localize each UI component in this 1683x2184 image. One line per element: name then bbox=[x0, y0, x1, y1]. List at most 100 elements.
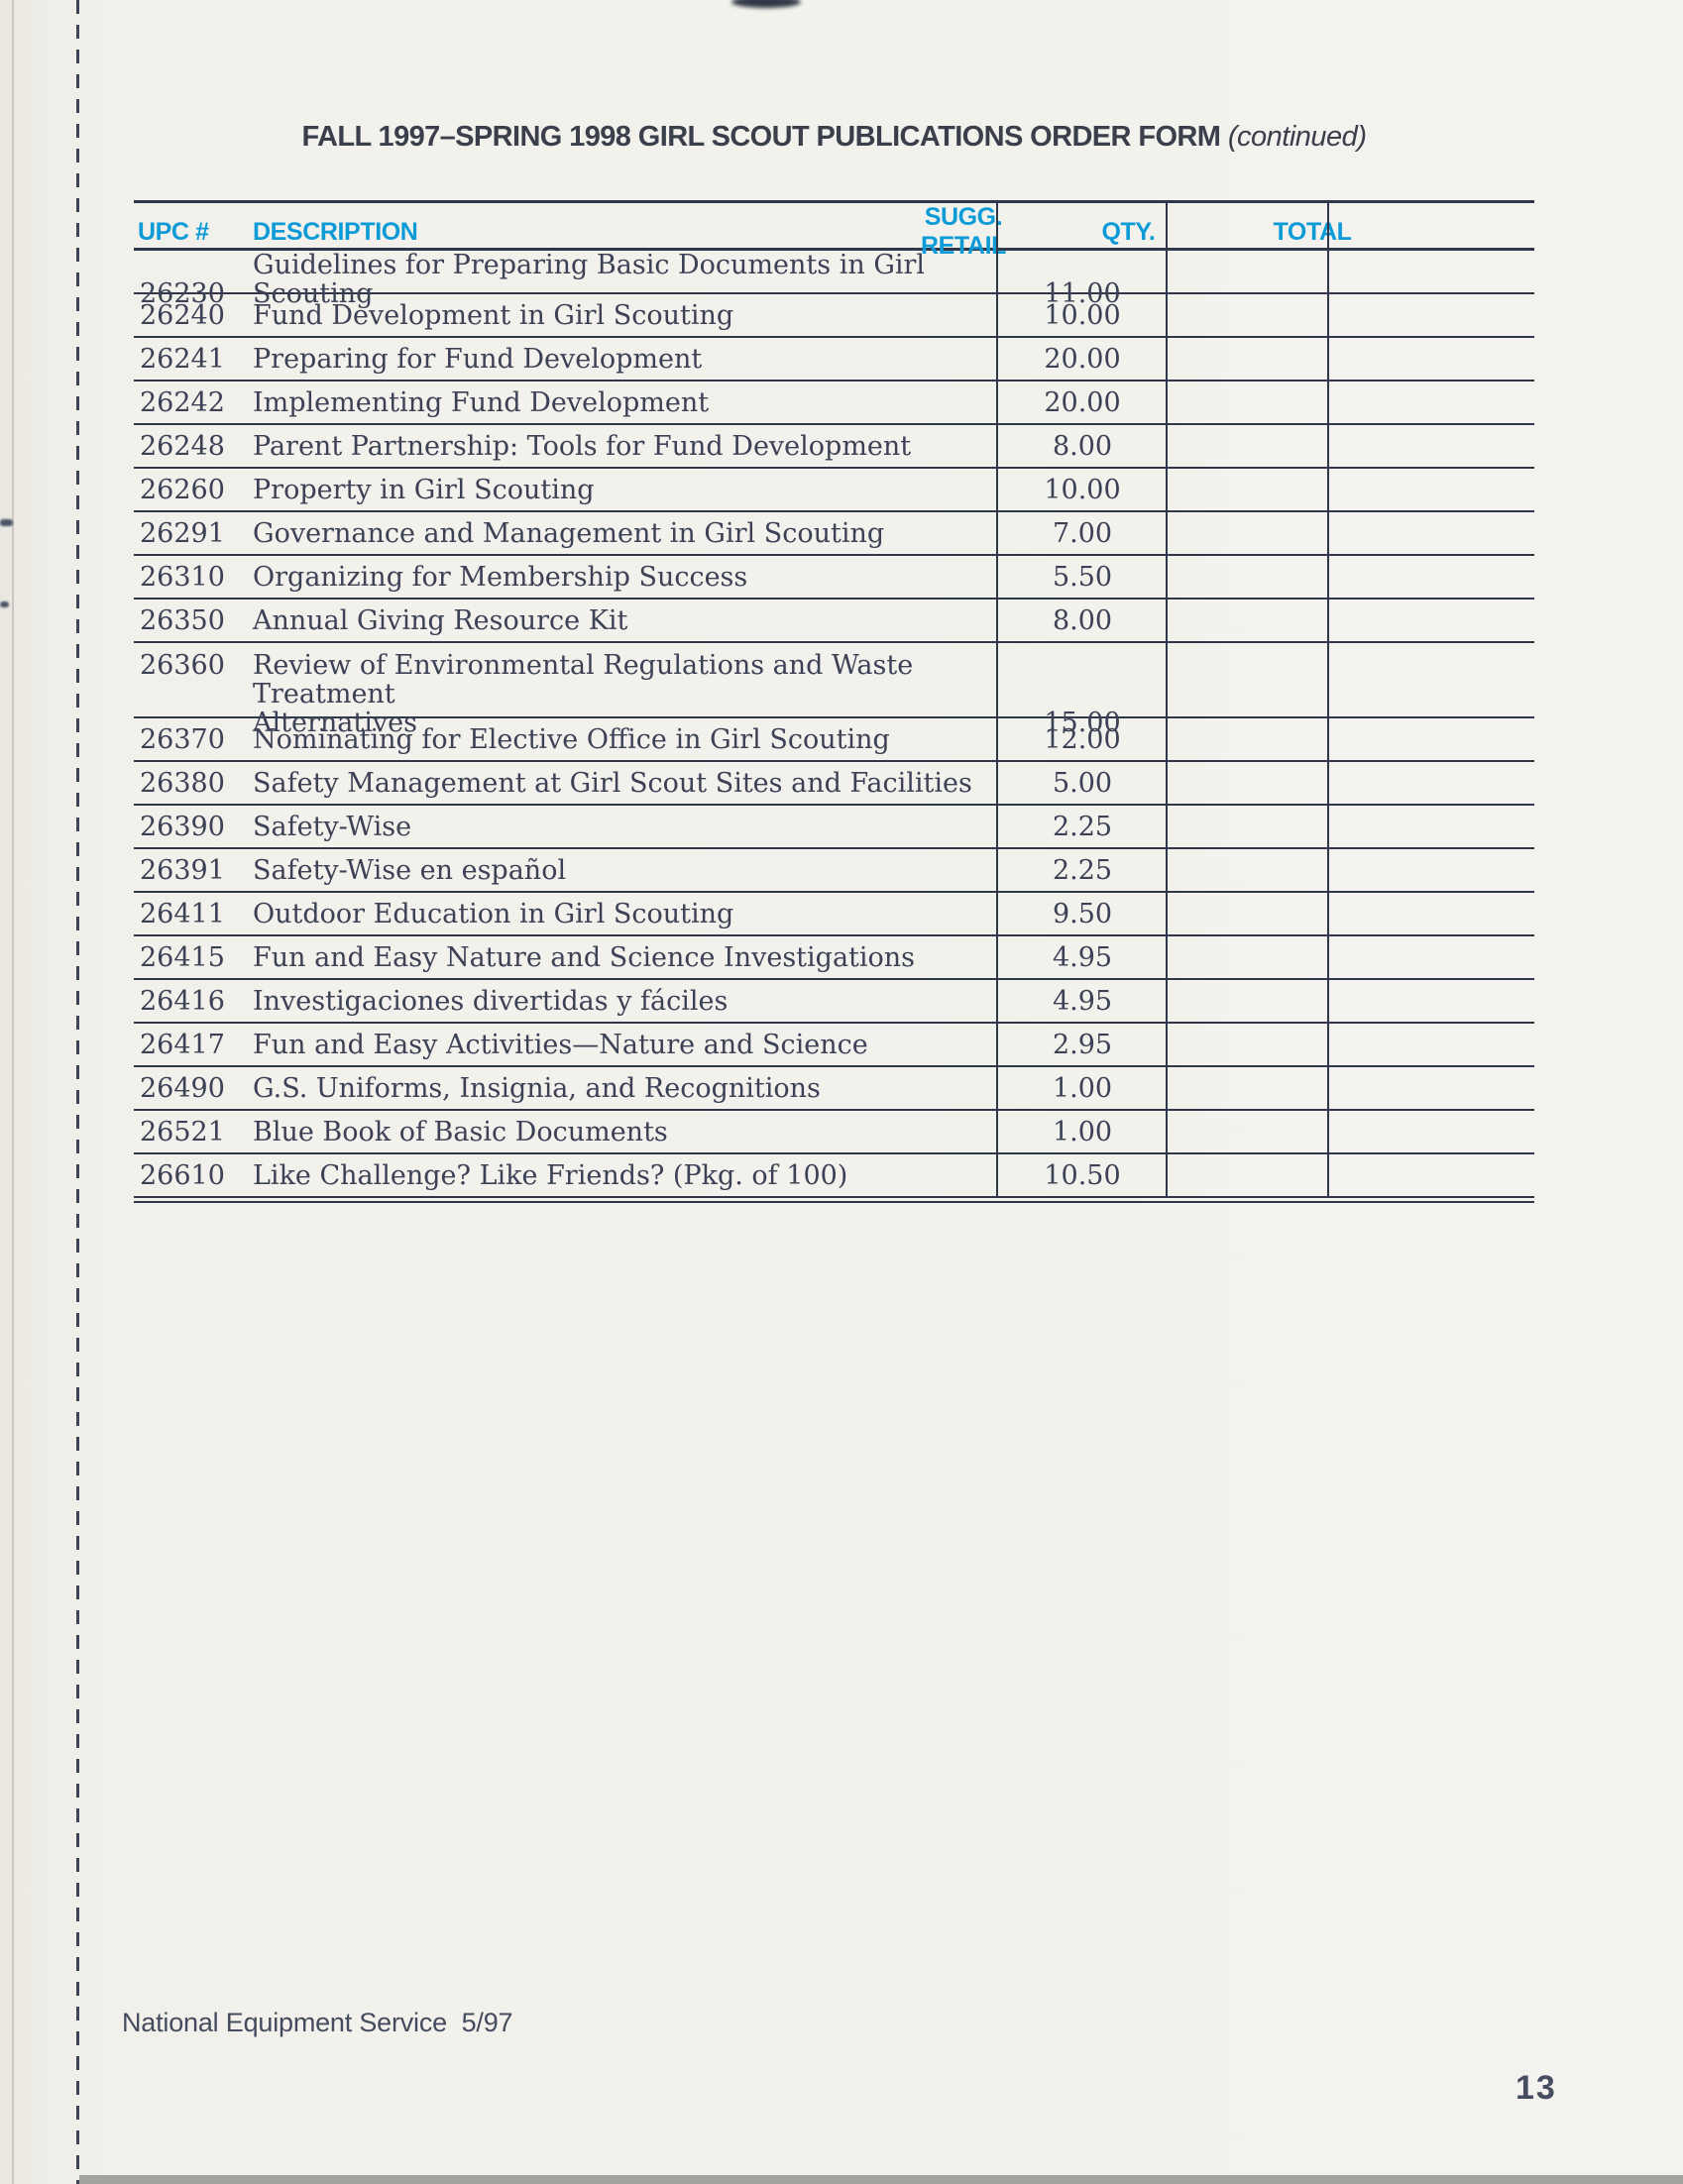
row-retail-price: 7.00 bbox=[1052, 517, 1113, 549]
row-description: Nominating for Elective Office in Girl S… bbox=[253, 723, 890, 755]
perforation-dashed-line bbox=[76, 0, 79, 2184]
row-qty-field bbox=[1167, 469, 1328, 510]
row-upc: 26242 bbox=[140, 386, 225, 418]
row-upc: 26610 bbox=[140, 1159, 225, 1191]
row-upc: 26370 bbox=[140, 723, 225, 755]
table-rows: 26230 Guidelines for Preparing Basic Doc… bbox=[134, 200, 1534, 1198]
row-description: Safety Management at Girl Scout Sites an… bbox=[253, 767, 972, 799]
scan-artifact bbox=[0, 601, 9, 607]
row-upc: 26350 bbox=[140, 604, 225, 636]
row-description: Investigaciones divertidas y fáciles bbox=[253, 985, 729, 1017]
row-qty-field bbox=[1167, 294, 1328, 336]
table-row: 26310 Organizing for Membership Success … bbox=[134, 556, 1534, 600]
row-total-field bbox=[1328, 1024, 1534, 1065]
row-total-field bbox=[1328, 469, 1534, 510]
table-row: 26610 Like Challenge? Like Friends? (Pkg… bbox=[134, 1154, 1534, 1198]
row-upc: 26360 bbox=[140, 650, 225, 681]
row-upc: 26411 bbox=[140, 898, 225, 929]
row-qty-field bbox=[1167, 600, 1328, 641]
row-total-field bbox=[1328, 425, 1534, 467]
row-qty-field bbox=[1167, 893, 1328, 934]
row-retail-price: 8.00 bbox=[1052, 430, 1113, 462]
row-qty-field bbox=[1167, 1024, 1328, 1065]
row-qty-field bbox=[1167, 980, 1328, 1022]
row-retail-price: 8.00 bbox=[1052, 604, 1113, 636]
row-description: Organizing for Membership Success bbox=[253, 561, 748, 593]
row-retail-price: 1.00 bbox=[1052, 1116, 1113, 1147]
table-row: 26248 Parent Partnership: Tools for Fund… bbox=[134, 425, 1534, 469]
table-row: 26370 Nominating for Elective Office in … bbox=[134, 718, 1534, 762]
row-total-field bbox=[1328, 600, 1534, 641]
row-description: G.S. Uniforms, Insignia, and Recognition… bbox=[253, 1072, 821, 1104]
row-upc: 26230 bbox=[140, 278, 225, 310]
table-row: 26416 Investigaciones divertidas y fácil… bbox=[134, 980, 1534, 1024]
header-upc: UPC # bbox=[138, 217, 209, 246]
row-upc: 26310 bbox=[140, 561, 225, 593]
row-qty-field bbox=[1167, 425, 1328, 467]
row-retail-price: 15.00 bbox=[1044, 708, 1121, 739]
row-qty-field bbox=[1167, 1154, 1328, 1196]
scan-artifact bbox=[731, 0, 801, 8]
row-total-field bbox=[1328, 382, 1534, 423]
row-upc: 26291 bbox=[140, 517, 225, 549]
header-sugg-retail: SUGG. RETAIL bbox=[920, 203, 1006, 260]
row-qty-field bbox=[1167, 936, 1328, 978]
table-row: 26521 Blue Book of Basic Documents 1.00 bbox=[134, 1111, 1534, 1154]
row-description: Implementing Fund Development bbox=[253, 386, 710, 418]
row-upc: 26416 bbox=[140, 985, 225, 1017]
row-retail-price: 10.00 bbox=[1044, 299, 1121, 331]
header-description: DESCRIPTION bbox=[253, 217, 418, 246]
table-row: 26291 Governance and Management in Girl … bbox=[134, 512, 1534, 556]
row-total-field bbox=[1328, 294, 1534, 336]
row-total-field bbox=[1328, 338, 1534, 380]
row-description: Outdoor Education in Girl Scouting bbox=[253, 898, 734, 929]
table-row: 26242 Implementing Fund Development 20.0… bbox=[134, 382, 1534, 425]
row-upc: 26521 bbox=[140, 1116, 225, 1147]
row-qty-field bbox=[1167, 849, 1328, 891]
table-row: 26490 G.S. Uniforms, Insignia, and Recog… bbox=[134, 1067, 1534, 1111]
row-qty-field bbox=[1167, 762, 1328, 804]
row-retail-price: 4.95 bbox=[1052, 985, 1113, 1017]
row-total-field bbox=[1328, 512, 1534, 554]
row-qty-field bbox=[1167, 382, 1328, 423]
row-qty-field bbox=[1167, 338, 1328, 380]
table-row: 26360 Review of Environmental Regulation… bbox=[134, 643, 1534, 737]
table-row: 26241 Preparing for Fund Development 20.… bbox=[134, 338, 1534, 382]
table-row: 26240 Fund Development in Girl Scouting … bbox=[134, 294, 1534, 338]
page-number: 13 bbox=[1515, 2069, 1557, 2107]
column-divider bbox=[1166, 200, 1168, 1198]
row-description: Fun and Easy Nature and Science Investig… bbox=[253, 941, 916, 973]
table-row: 26415 Fun and Easy Nature and Science In… bbox=[134, 936, 1534, 980]
row-total-field bbox=[1328, 1111, 1534, 1152]
column-divider bbox=[996, 200, 998, 1198]
row-description: Blue Book of Basic Documents bbox=[253, 1116, 668, 1147]
row-retail-price: 20.00 bbox=[1044, 343, 1121, 375]
row-description: Preparing for Fund Development bbox=[253, 343, 703, 375]
row-retail-price: 5.00 bbox=[1052, 767, 1113, 799]
row-total-field bbox=[1328, 762, 1534, 804]
row-upc: 26490 bbox=[140, 1072, 225, 1104]
footer-service-note: National Equipment Service 5/97 bbox=[122, 2008, 513, 2037]
table-row: 26260 Property in Girl Scouting 10.00 bbox=[134, 469, 1534, 512]
row-qty-field bbox=[1167, 556, 1328, 598]
row-description: Safety-Wise en español bbox=[253, 854, 567, 886]
row-total-field bbox=[1328, 556, 1534, 598]
row-total-field bbox=[1328, 1067, 1534, 1109]
table-row: 26417 Fun and Easy Activities—Nature and… bbox=[134, 1024, 1534, 1067]
row-total-field bbox=[1328, 849, 1534, 891]
row-upc: 26241 bbox=[140, 343, 225, 375]
row-retail-price: 12.00 bbox=[1044, 723, 1121, 755]
header-total: TOTAL bbox=[1273, 217, 1352, 246]
table-row: 26390 Safety-Wise 2.25 bbox=[134, 806, 1534, 849]
row-description: Guidelines for Preparing Basic Documents… bbox=[253, 250, 926, 310]
row-upc: 26380 bbox=[140, 767, 225, 799]
row-upc: 26415 bbox=[140, 941, 225, 973]
row-total-field bbox=[1328, 1154, 1534, 1196]
row-qty-field bbox=[1167, 718, 1328, 760]
row-retail-price: 2.25 bbox=[1052, 854, 1113, 886]
row-description: Parent Partnership: Tools for Fund Devel… bbox=[253, 430, 912, 462]
row-total-field bbox=[1328, 936, 1534, 978]
table-row: 26411 Outdoor Education in Girl Scouting… bbox=[134, 893, 1534, 936]
column-divider bbox=[1327, 200, 1329, 1198]
